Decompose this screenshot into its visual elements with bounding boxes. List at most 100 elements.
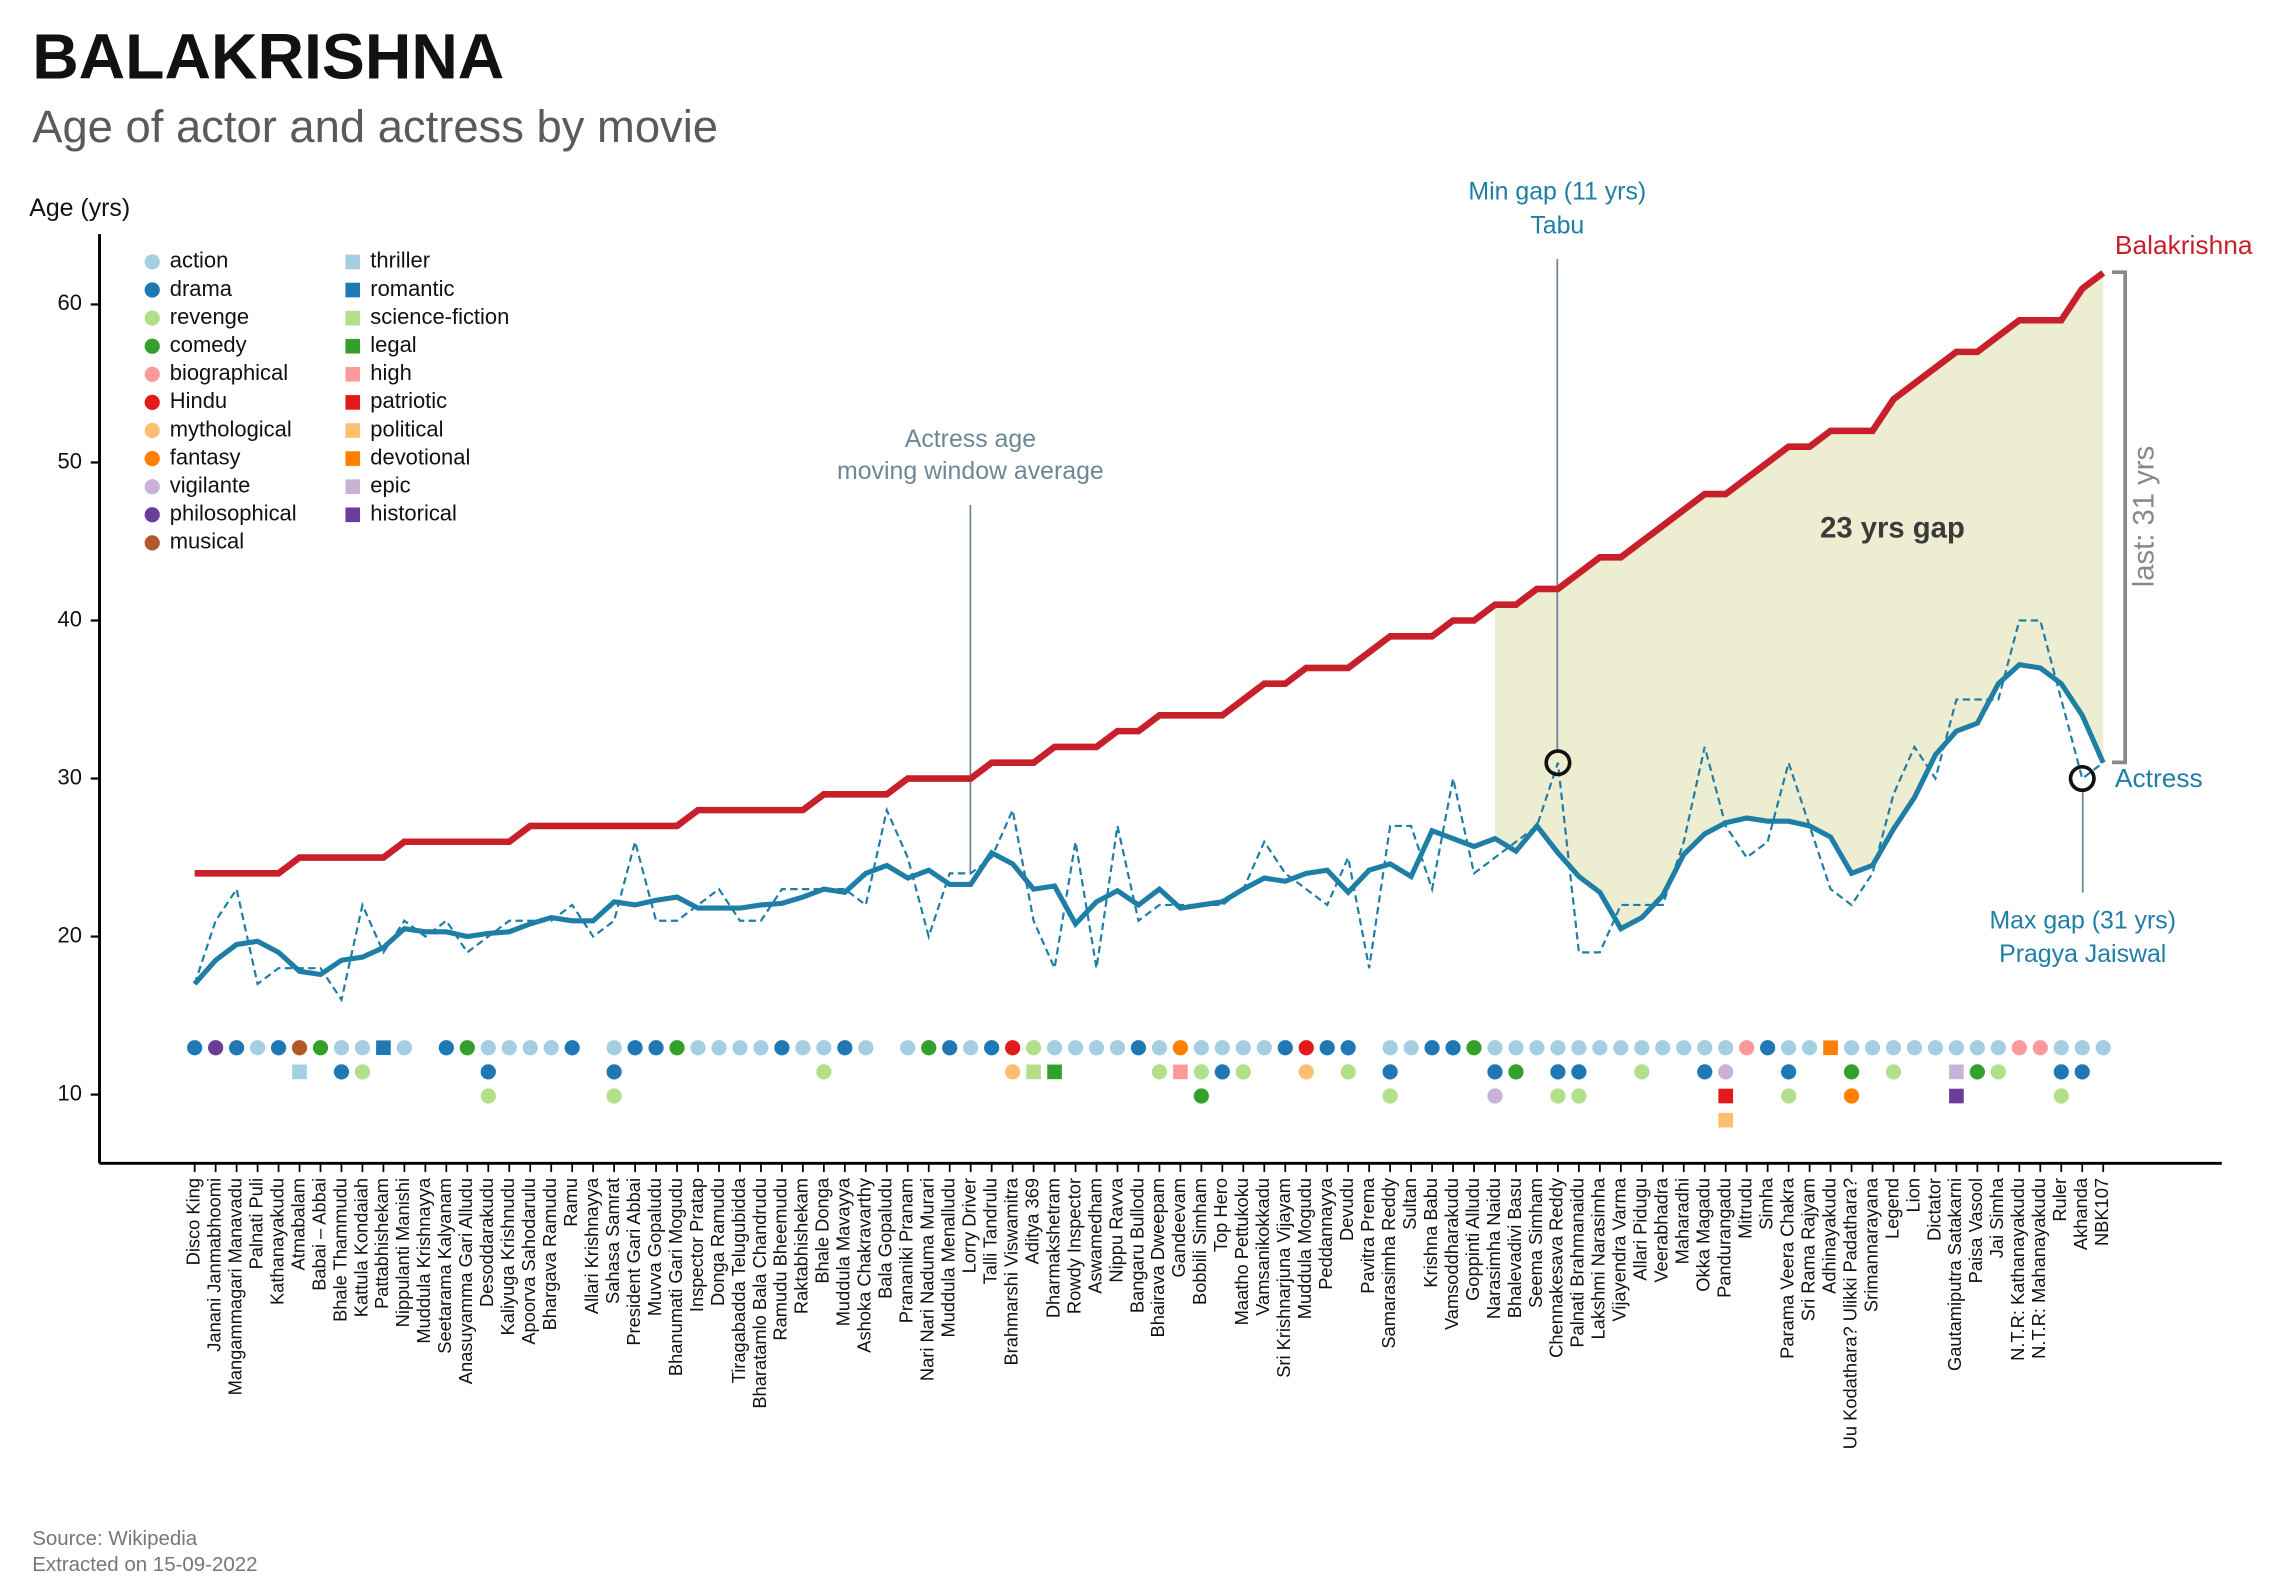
- genre-marker: [480, 1088, 496, 1104]
- gap-area: [1494, 272, 2104, 929]
- x-tick-label: Desoddarakudu: [476, 1178, 497, 1307]
- x-tick-label: Bhargava Ramudu: [539, 1178, 560, 1330]
- source: Source: Wikipedia: [32, 1527, 198, 1550]
- x-tick-label: Donga Ramudu: [707, 1178, 728, 1306]
- genre-marker: [144, 507, 160, 523]
- x-tick-label: Palnati Brahmanaidu: [1567, 1178, 1588, 1348]
- x-tick-label: Gautamiputra Satakarni: [1944, 1178, 1965, 1371]
- genre-marker: [144, 254, 160, 270]
- genre-marker: [1487, 1040, 1503, 1056]
- annotation: moving window average: [837, 457, 1104, 485]
- line: [192, 662, 2106, 986]
- genre-marker: [480, 1064, 496, 1080]
- genre-marker: [2053, 1088, 2069, 1104]
- x-tick-label: Ruler: [2049, 1178, 2070, 1222]
- genre-marker: [345, 254, 361, 270]
- genre-marker: [354, 1040, 371, 1056]
- legend-label: high: [370, 360, 411, 385]
- y-axis-label: Age (yrs): [29, 194, 130, 222]
- genre-marker: [1843, 1064, 1860, 1080]
- genre-marker: [1424, 1040, 1440, 1056]
- genre-marker: [2074, 1064, 2090, 1080]
- x-tick-label: Muddula Mogudu: [1294, 1178, 1315, 1319]
- genre-marker: [1047, 1064, 1062, 1080]
- x-tick-label: Pattabhishekam: [371, 1178, 392, 1309]
- legend-label: biographical: [170, 360, 288, 385]
- genre-marker: [858, 1040, 874, 1056]
- x-tick-label: Krishna Babu: [1420, 1178, 1441, 1288]
- x-tick-label: Muddula Krishnayya: [413, 1177, 434, 1343]
- genre-marker: [459, 1040, 475, 1056]
- x-tick-label: Maatho Pettukoku: [1231, 1178, 1252, 1325]
- genre-marker: [144, 282, 160, 298]
- genre-marker: [1697, 1040, 1713, 1056]
- genre-marker: [1550, 1088, 1566, 1104]
- genre-marker: [900, 1040, 916, 1056]
- genre-marker: [1319, 1040, 1335, 1056]
- x-tick-label: Vamsanikokkadu: [1252, 1178, 1273, 1316]
- x-tick-label: Muvva Gopaludu: [644, 1178, 665, 1316]
- x-tick-label: Muddula Mavayya: [833, 1177, 854, 1326]
- x-tick-label: Atmabalam: [287, 1178, 308, 1270]
- genre-marker: [837, 1040, 853, 1056]
- x-tick-label: Seetarama Kalyanam: [434, 1178, 455, 1354]
- genre-marker: [2053, 1040, 2069, 1056]
- annotation: Actress age: [905, 425, 1036, 453]
- last-gap-label: last: 31 yrs: [2128, 446, 2160, 587]
- genre-marker: [1927, 1040, 1944, 1056]
- y-tick-label: 40: [58, 606, 82, 631]
- x-tick-label: Rowdy Inspector: [1063, 1178, 1084, 1314]
- genre-marker: [1571, 1040, 1587, 1056]
- genre-marker: [648, 1040, 664, 1056]
- x-tick-label: Pandurangadu: [1714, 1178, 1735, 1298]
- genre-marker: [1718, 1040, 1734, 1056]
- x-tick-label: Bhalevadivi Basu: [1504, 1178, 1525, 1318]
- genre-marker: [1382, 1088, 1398, 1104]
- x-tick-label: Mangammagari Manavadu: [224, 1178, 245, 1395]
- genre-marker: [1445, 1040, 1461, 1056]
- genre-marker: [292, 1064, 307, 1080]
- x-tick-label: Lion: [1902, 1178, 1923, 1213]
- x-tick-label: Lakshmi Narasimha: [1588, 1177, 1609, 1339]
- series-label: Actress: [2115, 763, 2203, 793]
- annotation: Pragya Jaiswal: [1999, 940, 2166, 968]
- x-tick-label: Bhale Thammudu: [329, 1178, 350, 1322]
- genre-marker: [1571, 1064, 1587, 1080]
- legend-label: comedy: [170, 332, 247, 357]
- x-tick-label: Goppinti Alludu: [1462, 1178, 1483, 1301]
- x-tick-label: Bhairava Dweepam: [1147, 1178, 1168, 1338]
- genre-marker: [144, 394, 160, 411]
- x-tick-label: Simha: [1755, 1177, 1776, 1230]
- x-tick-label: Adhinayakudu: [1818, 1178, 1839, 1294]
- x-tick-label: Apoorva Sahodarulu: [518, 1178, 539, 1345]
- x-tick-label: Prananiki Pranam: [896, 1178, 917, 1323]
- genre-marker: [345, 507, 361, 523]
- x-tick-label: Raktabhishekam: [791, 1178, 812, 1314]
- genre-marker: [144, 422, 160, 439]
- highlight: [1544, 749, 1572, 777]
- genre-marker: [1214, 1064, 1230, 1080]
- genre-marker: [669, 1040, 685, 1056]
- genre-marker: [291, 1040, 308, 1056]
- genre-marker: [1340, 1040, 1356, 1056]
- genre-marker: [354, 1064, 371, 1080]
- x-tick-label: Sri Krishnarjuna Vijayam: [1273, 1178, 1294, 1378]
- genre-marker: [480, 1040, 496, 1056]
- x-tick-label: Bobbili Simham: [1189, 1178, 1210, 1305]
- legend-label: science-fiction: [370, 304, 509, 329]
- genre-marker: [2032, 1040, 2048, 1056]
- genre-marker: [228, 1040, 245, 1056]
- genre-marker: [1403, 1040, 1419, 1056]
- x-tick-label: Talli Tandrulu: [979, 1178, 1000, 1284]
- x-tick-label: NBK107: [2091, 1178, 2112, 1246]
- legend-label: legal: [370, 332, 416, 357]
- x-tick-label: Dictator: [1923, 1178, 1944, 1241]
- genre-marker: [1949, 1088, 1964, 1104]
- genre-marker: [1466, 1040, 1482, 1056]
- genre-marker: [1948, 1040, 1965, 1056]
- x-tick-label: Allari Pidugu: [1630, 1178, 1651, 1281]
- x-tick-label: Uu Kodathara? Ulikki Padathara?: [1839, 1178, 1860, 1449]
- x-tick-label: Bhanumati Gari Mogudu: [665, 1178, 686, 1376]
- genre-marker: [690, 1040, 706, 1056]
